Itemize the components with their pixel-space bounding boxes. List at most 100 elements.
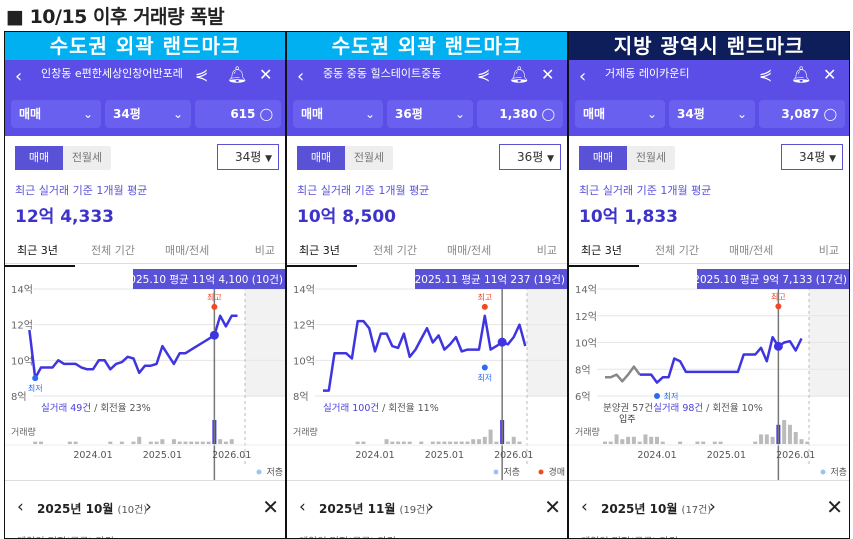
min-point [654, 393, 660, 399]
share-icon[interactable]: ⋞ [477, 65, 491, 84]
chevron-down-icon: ⌄ [646, 107, 657, 121]
toggle-sale[interactable]: 매매 [579, 146, 627, 170]
share-icon[interactable]: ⋞ [759, 65, 773, 84]
comment-count: 3,087 [781, 107, 820, 121]
trade-type-dropdown[interactable]: 매매 ⌄ [11, 100, 101, 128]
volume-bar [660, 441, 665, 444]
bell-icon[interactable]: 🔔︎ [791, 65, 812, 84]
trade-type-value: 매매 [583, 107, 606, 121]
app-header: ‹ 거제동 레이카운티 ⋞ 🔔︎ ✕ 매매 ⌄ 34평 ⌄ 3,087 ◯ [569, 60, 849, 136]
close-detail-icon[interactable]: ✕ [826, 495, 843, 519]
size-select[interactable]: 34평 ▼ [781, 144, 843, 170]
legend-label: 저층 [503, 467, 520, 478]
close-icon[interactable]: ✕ [541, 65, 555, 84]
next-month-icon[interactable]: › [145, 497, 152, 517]
back-icon[interactable]: ‹ [579, 66, 587, 87]
size-dropdown[interactable]: 36평 ⌄ [387, 100, 473, 128]
volume-bar [154, 441, 159, 444]
comment-icon: ◯ [541, 107, 555, 121]
x-tick-label: 2025.01 [143, 450, 182, 461]
next-month-icon[interactable]: › [709, 497, 716, 517]
app-header: ‹ 인창동 e편한세상인창어반포레 ⋞ 🔔︎ ✕ 매매 ⌄ 34평 ⌄ 615 ◯ [5, 60, 285, 136]
volume-bar [108, 441, 113, 444]
volume-bar [626, 436, 631, 444]
volume-bar [602, 441, 607, 444]
size-dropdown[interactable]: 34평 ⌄ [669, 100, 755, 128]
volume-bar [206, 441, 211, 444]
close-detail-icon[interactable]: ✕ [544, 495, 561, 519]
tab-recent-3y[interactable]: 최근 3년 [569, 242, 639, 267]
toggle-rent[interactable]: 전월세 [635, 151, 667, 164]
tab-recent-3y[interactable]: 최근 3년 [287, 242, 357, 267]
share-icon[interactable]: ⋞ [195, 65, 209, 84]
volume-bar [407, 441, 412, 444]
trade-type-dropdown[interactable]: 매매 ⌄ [293, 100, 383, 128]
panel-category-label: 수도권 외곽 랜드마크 [287, 32, 567, 60]
volume-bar [695, 441, 700, 444]
prev-month-icon[interactable]: ‹ [17, 497, 24, 517]
period-tabs: 최근 3년 전체 기간 매매/전세 비교 [287, 236, 567, 267]
back-icon[interactable]: ‹ [15, 66, 23, 87]
volume-bar [718, 441, 723, 444]
volume-bar [436, 441, 441, 444]
close-detail-icon[interactable]: ✕ [262, 495, 279, 519]
close-icon[interactable]: ✕ [259, 65, 273, 84]
bell-icon[interactable]: 🔔︎ [227, 65, 248, 84]
size-select[interactable]: 34평 ▼ [217, 144, 279, 170]
trade-stats: 분양권 57건실거래 98건 / 회전율 10% [603, 402, 763, 414]
tab-sale-jeonse[interactable]: 매매/전세 [165, 244, 210, 257]
tab-compare[interactable]: 비교 [818, 244, 839, 257]
comment-count-button[interactable]: 1,380 ◯ [477, 100, 563, 128]
prev-month-icon[interactable]: ‹ [581, 497, 588, 517]
size-dropdown[interactable]: 34평 ⌄ [105, 100, 191, 128]
volume-bar [183, 441, 188, 444]
back-icon[interactable]: ‹ [297, 66, 305, 87]
toggle-rent[interactable]: 전월세 [353, 151, 385, 164]
tab-sale-jeonse[interactable]: 매매/전세 [729, 244, 774, 257]
x-tick-label: 2024.01 [355, 450, 394, 461]
tab-all-period[interactable]: 전체 기간 [655, 244, 699, 257]
comment-count-button[interactable]: 615 ◯ [195, 100, 281, 128]
tab-sale-jeonse[interactable]: 매매/전세 [447, 244, 492, 257]
tooltip-box [415, 269, 567, 289]
toggle-sale[interactable]: 매매 [15, 146, 63, 170]
trade-type-dropdown[interactable]: 매매 ⌄ [575, 100, 665, 128]
price-caption: 최근 실거래 기준 1개월 평균 [579, 184, 712, 197]
tab-all-period[interactable]: 전체 기간 [373, 244, 417, 257]
next-month-icon[interactable]: › [427, 497, 434, 517]
toggle-sale[interactable]: 매매 [297, 146, 345, 170]
price-line-1 [605, 365, 641, 383]
volume-bar [488, 429, 493, 444]
close-icon[interactable]: ✕ [823, 65, 837, 84]
y-tick-label: 12억 [11, 320, 33, 332]
trade-toggle: 매매 전월세 [297, 146, 393, 170]
y-tick-label: 8억 [293, 391, 309, 403]
tab-compare[interactable]: 비교 [536, 244, 557, 257]
size-select[interactable]: 36평 ▼ [499, 144, 561, 170]
toggle-rent[interactable]: 전월세 [71, 151, 103, 164]
volume-bar [477, 439, 482, 444]
complex-name: 중동 중동 힐스테이트중동 [323, 67, 442, 80]
tab-all-period[interactable]: 전체 기간 [91, 244, 135, 257]
bell-icon[interactable]: 🔔︎ [509, 65, 530, 84]
legend-dot [256, 469, 262, 475]
comment-icon: ◯ [823, 107, 837, 121]
table-header-partial: 계약일 면적(공급) 가격 [17, 533, 277, 538]
tab-recent-3y[interactable]: 최근 3년 [5, 242, 75, 267]
page-title: ■ 10/15 이후 거래량 폭발 [6, 6, 225, 28]
tab-compare[interactable]: 비교 [254, 244, 275, 257]
volume-bar [805, 441, 810, 444]
prev-month-icon[interactable]: ‹ [299, 497, 306, 517]
min-point [32, 375, 39, 382]
tooltip-box [697, 269, 849, 289]
month-navigator: ‹ 2025년 11월 (19건) › ✕ 계약일 면적(공급) 가격 [287, 480, 567, 538]
max-point [481, 303, 488, 310]
average-price: 10억 8,500 [297, 207, 396, 227]
size-select-value: 34평 [798, 150, 826, 164]
comment-count-button[interactable]: 3,087 ◯ [759, 100, 845, 128]
volume-bar [137, 436, 142, 444]
volume-bar [160, 439, 165, 444]
